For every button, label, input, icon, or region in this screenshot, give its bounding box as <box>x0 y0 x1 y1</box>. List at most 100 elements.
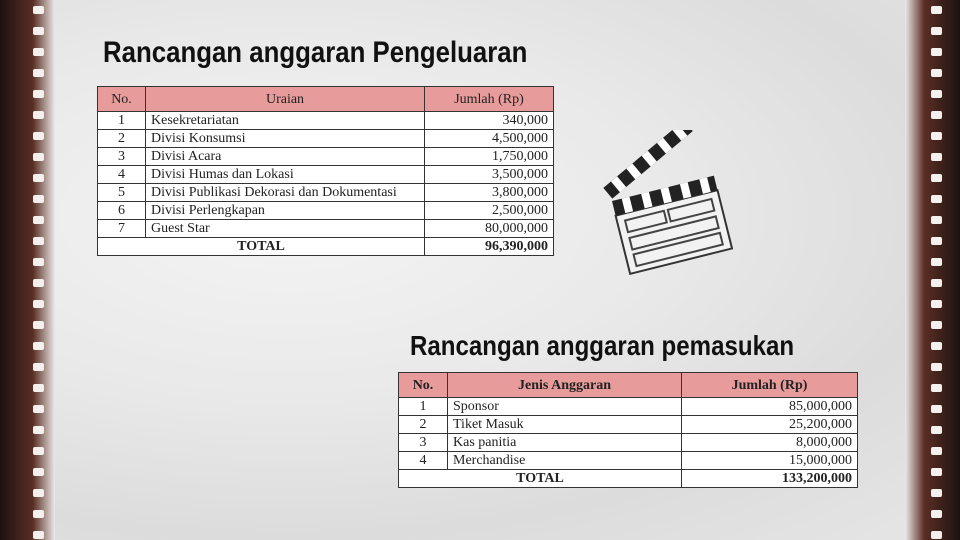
row-amount: 3,500,000 <box>424 165 554 184</box>
total-label: TOTAL <box>97 237 425 256</box>
film-hole <box>931 321 942 329</box>
row-amount: 3,800,000 <box>424 183 554 202</box>
film-hole <box>931 174 942 182</box>
row-no: 6 <box>97 201 146 220</box>
header-jumlah: Jumlah (Rp) <box>681 372 858 398</box>
row-label: Sponsor <box>447 397 682 416</box>
expense-table: No. Uraian Jumlah (Rp) 1 Kesekretariatan 3… <box>97 86 554 256</box>
table-row: 4 Merchandise 15,000,000 <box>398 451 858 470</box>
row-amount: 8,000,000 <box>681 433 858 452</box>
film-hole <box>33 300 44 308</box>
film-hole <box>33 132 44 140</box>
row-no: 2 <box>97 129 146 148</box>
table-row: 1 Sponsor 85,000,000 <box>398 397 858 416</box>
row-label: Divisi Acara <box>145 147 425 166</box>
total-row: TOTAL 133,200,000 <box>398 469 858 488</box>
table-row: 5 Divisi Publikasi Dekorasi dan Dokumenta… <box>97 183 554 202</box>
film-hole <box>931 405 942 413</box>
row-no: 7 <box>97 219 146 238</box>
row-no: 1 <box>398 397 448 416</box>
film-hole <box>931 27 942 35</box>
row-amount: 85,000,000 <box>681 397 858 416</box>
film-hole <box>33 426 44 434</box>
row-amount: 80,000,000 <box>424 219 554 238</box>
table-row: 3 Divisi Acara 1,750,000 <box>97 147 554 166</box>
film-hole <box>33 279 44 287</box>
row-amount: 15,000,000 <box>681 451 858 470</box>
table-row: 7 Guest Star 80,000,000 <box>97 219 554 238</box>
row-amount: 2,500,000 <box>424 201 554 220</box>
row-label: Merchandise <box>447 451 682 470</box>
film-hole <box>931 384 942 392</box>
film-hole <box>33 111 44 119</box>
header-no: No. <box>97 86 146 112</box>
table-header: No. Uraian Jumlah (Rp) <box>97 86 554 112</box>
row-label: Divisi Perlengkapan <box>145 201 425 220</box>
total-amount: 133,200,000 <box>681 469 858 488</box>
film-hole <box>33 153 44 161</box>
row-amount: 25,200,000 <box>681 415 858 434</box>
film-hole <box>33 174 44 182</box>
film-hole <box>33 510 44 518</box>
film-hole <box>931 426 942 434</box>
film-hole <box>931 531 942 539</box>
header-uraian: Uraian <box>145 86 425 112</box>
table-row: 6 Divisi Perlengkapan 2,500,000 <box>97 201 554 220</box>
row-label: Tiket Masuk <box>447 415 682 434</box>
film-hole <box>931 510 942 518</box>
row-no: 4 <box>97 165 146 184</box>
film-hole <box>33 6 44 14</box>
header-jenis: Jenis Anggaran <box>447 372 682 398</box>
expense-title: Rancangan anggaran Pengeluaran <box>103 36 528 69</box>
film-hole <box>931 216 942 224</box>
film-hole <box>931 447 942 455</box>
row-label: Guest Star <box>145 219 425 238</box>
row-no: 2 <box>398 415 448 434</box>
film-hole <box>33 342 44 350</box>
film-hole <box>931 153 942 161</box>
row-label: Kas panitia <box>447 433 682 452</box>
film-hole <box>33 531 44 539</box>
film-hole <box>33 48 44 56</box>
film-hole <box>931 342 942 350</box>
row-label: Divisi Humas dan Lokasi <box>145 165 425 184</box>
header-jumlah: Jumlah (Rp) <box>424 86 554 112</box>
film-hole <box>33 321 44 329</box>
film-hole <box>931 69 942 77</box>
film-hole <box>33 90 44 98</box>
film-hole <box>931 237 942 245</box>
table-row: 2 Divisi Konsumsi 4,500,000 <box>97 129 554 148</box>
film-hole <box>931 363 942 371</box>
row-no: 3 <box>97 147 146 166</box>
table-row: 2 Tiket Masuk 25,200,000 <box>398 415 858 434</box>
row-amount: 1,750,000 <box>424 147 554 166</box>
film-hole <box>931 468 942 476</box>
film-strip-right <box>905 0 960 540</box>
film-hole <box>33 384 44 392</box>
film-hole <box>33 489 44 497</box>
film-hole <box>931 279 942 287</box>
film-hole <box>931 195 942 203</box>
row-no: 1 <box>97 111 146 130</box>
header-no: No. <box>398 372 448 398</box>
film-hole <box>931 258 942 266</box>
film-hole <box>931 90 942 98</box>
film-strip-left <box>0 0 55 540</box>
income-table: No. Jenis Anggaran Jumlah (Rp) 1 Sponsor 8… <box>398 372 858 488</box>
film-hole <box>33 363 44 371</box>
clapperboard-icon <box>603 130 734 275</box>
row-no: 3 <box>398 433 448 452</box>
film-hole <box>931 489 942 497</box>
film-hole <box>931 132 942 140</box>
film-hole <box>931 300 942 308</box>
table-row: 1 Kesekretariatan 340,000 <box>97 111 554 130</box>
total-row: TOTAL 96,390,000 <box>97 237 554 256</box>
table-row: 4 Divisi Humas dan Lokasi 3,500,000 <box>97 165 554 184</box>
total-label: TOTAL <box>398 469 682 488</box>
total-amount: 96,390,000 <box>424 237 554 256</box>
film-hole <box>33 468 44 476</box>
row-amount: 4,500,000 <box>424 129 554 148</box>
row-no: 4 <box>398 451 448 470</box>
table-header: No. Jenis Anggaran Jumlah (Rp) <box>398 372 858 398</box>
row-no: 5 <box>97 183 146 202</box>
